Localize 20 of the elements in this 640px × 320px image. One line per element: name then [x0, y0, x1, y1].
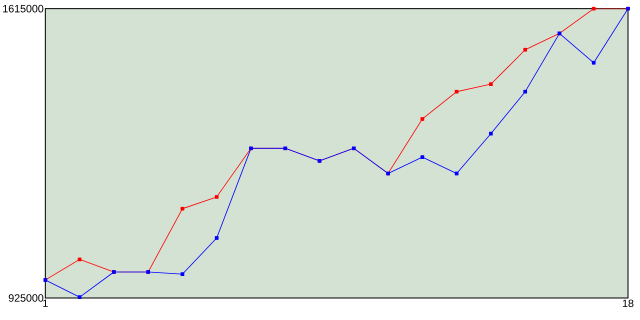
point	[592, 60, 596, 65]
point	[214, 236, 219, 240]
y-tick-label: 925000	[8, 294, 44, 302]
point	[78, 295, 82, 300]
point	[420, 117, 424, 121]
point	[523, 48, 528, 52]
point	[523, 90, 528, 94]
point	[489, 82, 493, 86]
point	[489, 132, 493, 136]
point	[592, 6, 596, 11]
point	[78, 258, 82, 262]
point	[420, 155, 424, 159]
point	[454, 172, 458, 176]
x-tick-label: 1	[43, 300, 48, 307]
x-tick-label: 18	[622, 300, 634, 308]
point	[180, 272, 184, 276]
point	[454, 90, 458, 94]
y-tick-label: 1615000	[3, 4, 44, 12]
point	[180, 206, 184, 211]
point	[214, 195, 219, 199]
